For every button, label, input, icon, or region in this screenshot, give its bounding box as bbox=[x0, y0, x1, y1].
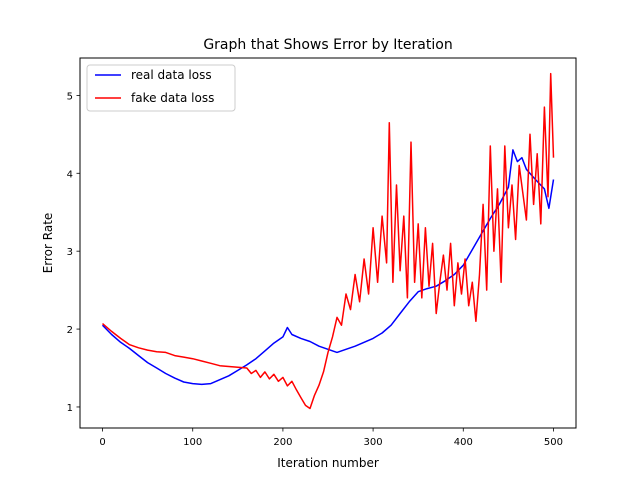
x-tick-label: 500 bbox=[544, 437, 563, 448]
x-tick-label: 100 bbox=[183, 437, 202, 448]
y-tick-label: 2 bbox=[67, 325, 73, 336]
y-tick-label: 4 bbox=[67, 169, 73, 180]
series-line-fake-data-loss bbox=[102, 72, 555, 410]
series-line-real-data-loss bbox=[101, 149, 555, 386]
legend-label-fake: fake data loss bbox=[131, 91, 214, 105]
legend-label-real: real data loss bbox=[131, 68, 212, 82]
y-axis: 1 2 3 4 5 bbox=[67, 91, 80, 414]
y-tick-label: 5 bbox=[67, 91, 73, 102]
x-axis: 0 100 200 300 400 500 bbox=[99, 428, 563, 448]
legend: real data loss fake data loss bbox=[86, 64, 236, 112]
y-axis-label: Error Rate bbox=[41, 213, 55, 274]
y-tick-label: 1 bbox=[67, 403, 73, 414]
x-tick-label: 0 bbox=[99, 437, 105, 448]
x-axis-label: Iteration number bbox=[277, 456, 379, 470]
x-tick-label: 200 bbox=[273, 437, 292, 448]
x-tick-label: 300 bbox=[364, 437, 383, 448]
plot-series bbox=[101, 72, 555, 410]
y-tick-label: 3 bbox=[67, 247, 73, 258]
plot-frame bbox=[79, 57, 577, 429]
legend-box bbox=[86, 64, 236, 112]
chart-title: Graph that Shows Error by Iteration bbox=[203, 37, 452, 53]
x-tick-label: 400 bbox=[454, 437, 473, 448]
